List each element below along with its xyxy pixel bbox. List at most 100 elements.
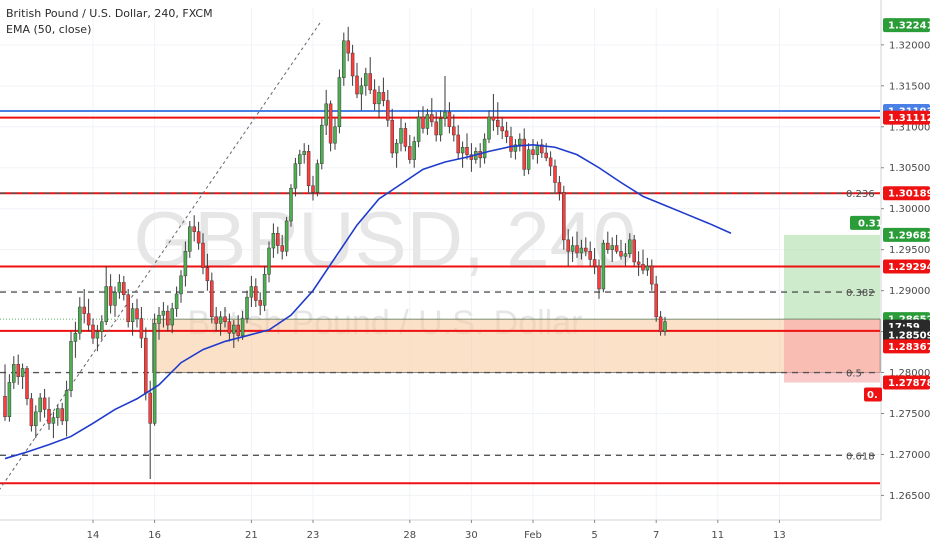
candle-body [223, 316, 227, 323]
candle [372, 79, 377, 111]
candle [192, 215, 196, 242]
candle [86, 298, 91, 332]
price-tick-label: 1.28000 [889, 368, 930, 379]
candle-body [210, 280, 214, 318]
price-axis[interactable]: 1.32000 1.31500 1.31000 1.30500 1.30000 1.295… [880, 0, 932, 550]
candle-body [192, 226, 196, 232]
candle [104, 266, 108, 326]
candle-body [34, 411, 38, 427]
candle [346, 26, 350, 62]
candle [548, 151, 553, 176]
candle-body [500, 126, 504, 132]
candle [355, 62, 359, 99]
candle-body [86, 313, 91, 326]
candle-body [64, 390, 69, 422]
price-axis-bg [881, 0, 932, 550]
candle-body [201, 242, 205, 268]
candle-body [245, 296, 249, 319]
candle-body [623, 253, 628, 257]
candle-body [416, 116, 421, 142]
price-tick-label: 1.31000 [889, 122, 930, 133]
candle-body [425, 114, 430, 129]
candle [566, 229, 570, 267]
candle-body [214, 316, 218, 324]
candle [135, 298, 139, 328]
candle [654, 275, 658, 322]
candle [487, 110, 491, 144]
candles-layer[interactable] [3, 26, 667, 480]
candle-body [355, 75, 359, 95]
candle-body [350, 52, 355, 77]
candle [368, 57, 372, 95]
candle [496, 102, 500, 135]
candle [386, 89, 390, 127]
candle [108, 274, 113, 314]
candle [641, 249, 645, 275]
candle [557, 175, 562, 201]
time-tick-label: 23 [307, 530, 320, 541]
price-tag [883, 259, 930, 274]
candle-body [597, 265, 601, 290]
candle [562, 185, 566, 250]
candle-body [117, 282, 122, 293]
candle-body [346, 40, 350, 54]
candle [632, 234, 636, 267]
price-tag [883, 18, 930, 33]
candle-body [513, 144, 518, 152]
time-tick-label: 30 [465, 530, 478, 541]
candle [113, 286, 117, 317]
candle [276, 226, 280, 254]
candle-body [663, 321, 667, 332]
candle-body [324, 103, 328, 126]
candle-body [60, 408, 64, 422]
time-tick-label: 16 [148, 530, 161, 541]
candle-body [25, 368, 29, 400]
candle-body [262, 273, 267, 306]
candle-body [100, 321, 104, 332]
candle-body [29, 398, 34, 427]
candle [188, 220, 192, 258]
time-tick-label: 7 [653, 530, 659, 541]
price-tick-label: 1.26500 [889, 491, 930, 502]
candle-body [654, 283, 658, 318]
candle [636, 251, 641, 276]
target-label: 0.31 [858, 218, 883, 229]
candle [157, 307, 161, 340]
candle [254, 278, 258, 308]
candle-body [386, 100, 390, 121]
candle [425, 108, 430, 135]
time-tick-label: 14 [87, 530, 100, 541]
candle [3, 364, 7, 421]
candle [82, 288, 86, 324]
zones-layer [152, 234, 881, 383]
candle [311, 175, 315, 201]
candle [210, 272, 214, 324]
chart-legend: British Pound / U.S. Dollar, 240, FXCM E… [6, 6, 213, 38]
candle [240, 311, 245, 340]
candle-body [412, 141, 416, 160]
candle-body [271, 233, 276, 249]
target-label-bg [850, 215, 880, 230]
candle [460, 141, 465, 168]
candle-body [584, 247, 588, 252]
candle-body [240, 318, 245, 336]
candle-body [205, 267, 210, 282]
entry-zone [152, 318, 881, 373]
candle-body [306, 151, 311, 187]
time-axis[interactable]: 14 16 21 23 28 30 Feb 5 7 11 13 [0, 519, 881, 541]
symbol-title[interactable]: British Pound / U.S. Dollar, 240, FXCM [6, 7, 213, 20]
candle [34, 405, 38, 439]
candle-body [540, 144, 544, 154]
candle [245, 290, 249, 324]
indicator-title[interactable]: EMA (50, close) [6, 23, 92, 36]
price-tag [883, 327, 930, 342]
ema-line [4, 144, 732, 460]
candle [518, 133, 522, 152]
levels-layer: 0.236 0.382 0.5 0.618 [0, 20, 880, 490]
candle-body [320, 124, 324, 164]
price-tag-label: 1.28509 [888, 330, 932, 341]
candle [430, 98, 434, 127]
candle [381, 77, 386, 107]
